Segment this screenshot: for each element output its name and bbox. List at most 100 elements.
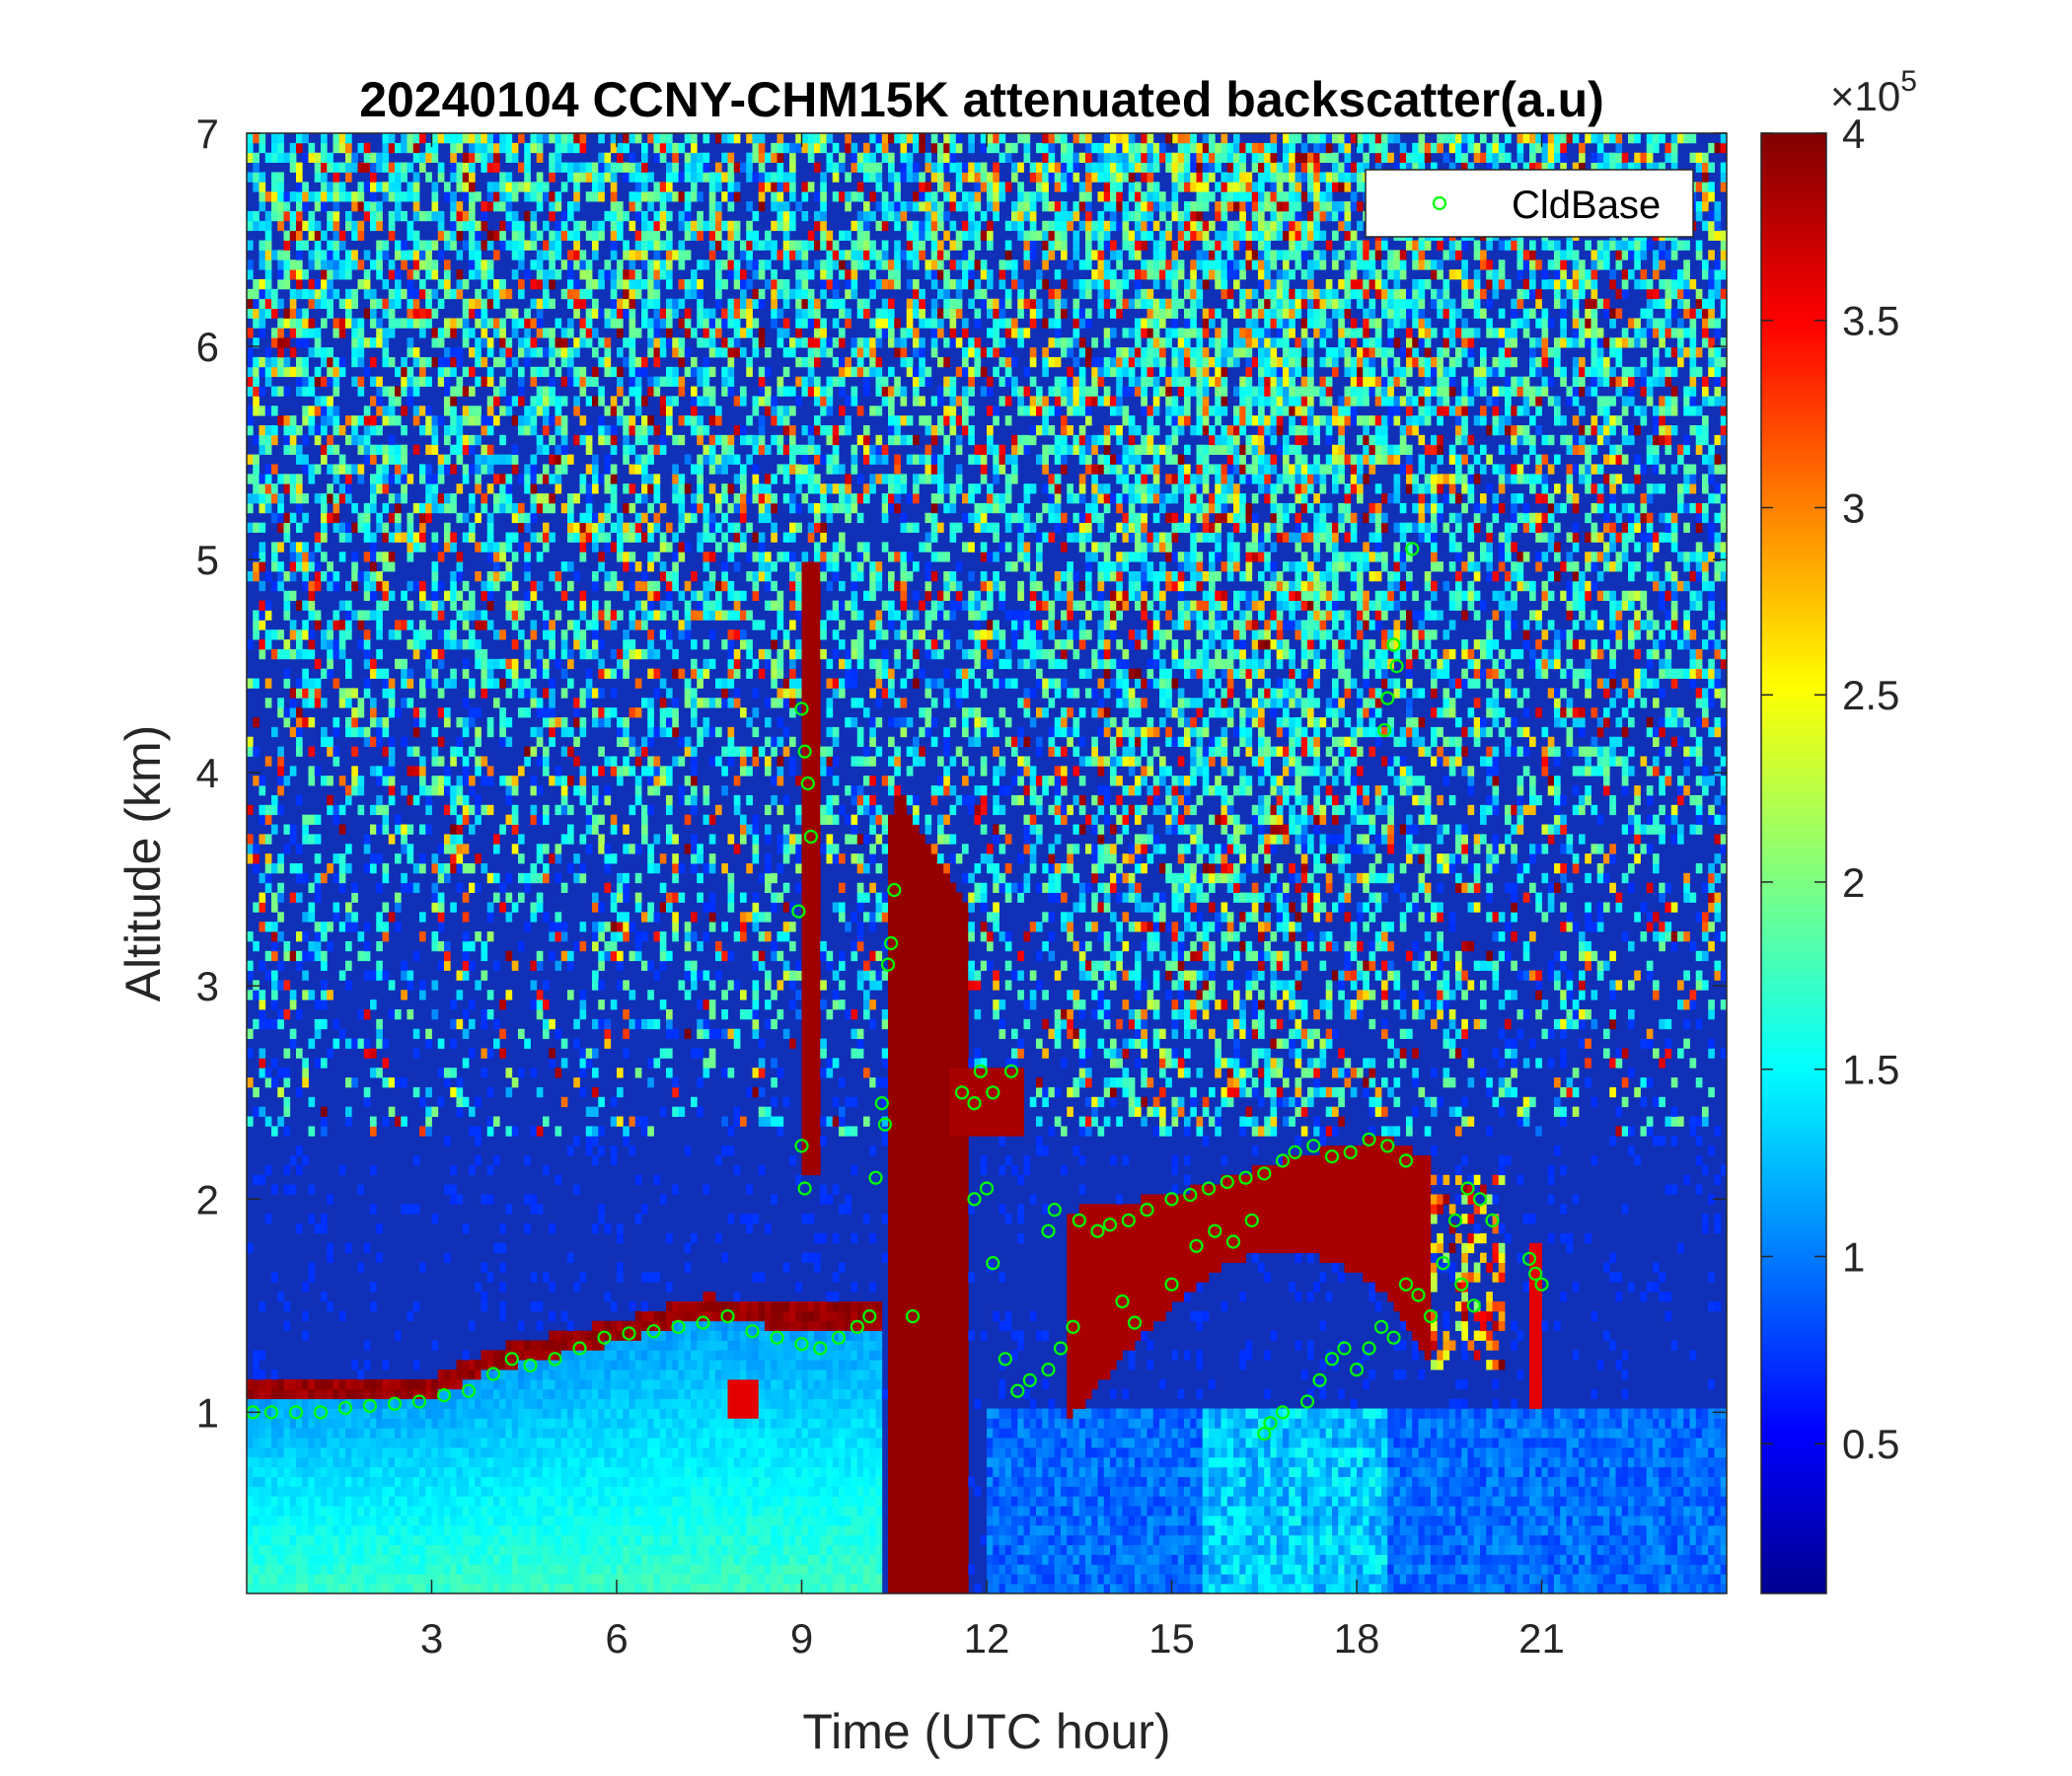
heatmap-cell	[610, 1564, 618, 1575]
heatmap-cell	[419, 250, 426, 260]
heatmap-cell	[327, 639, 333, 650]
heatmap-cell	[271, 288, 278, 300]
heatmap-cell	[511, 804, 519, 816]
heatmap-cell	[573, 1418, 580, 1429]
heatmap-cell	[450, 502, 457, 514]
heatmap-cell	[401, 1388, 407, 1400]
heatmap-cell	[499, 1516, 506, 1526]
heatmap-cell	[407, 1544, 414, 1555]
heatmap-cell	[585, 425, 593, 436]
heatmap-cell	[623, 922, 629, 932]
heatmap-cell	[277, 1428, 284, 1439]
heatmap-cell	[604, 600, 612, 611]
heatmap-cell	[585, 698, 593, 708]
heatmap-cell	[450, 1408, 457, 1419]
heatmap-cell	[431, 561, 439, 572]
heatmap-cell	[431, 648, 439, 660]
heatmap-cell	[499, 1028, 506, 1039]
heatmap-cell	[253, 902, 259, 913]
heatmap-cell	[481, 220, 488, 232]
heatmap-cell	[271, 999, 278, 1010]
heatmap-cell	[289, 1398, 297, 1409]
heatmap-cell	[555, 191, 562, 202]
heatmap-cell	[327, 794, 333, 806]
heatmap-cell	[659, 1106, 667, 1117]
heatmap-cell	[308, 1447, 316, 1458]
heatmap-cell	[419, 1438, 426, 1448]
heatmap-cell	[486, 522, 494, 533]
heatmap-cell	[641, 1369, 648, 1380]
heatmap-cell	[634, 240, 642, 251]
heatmap-cell	[314, 620, 322, 630]
heatmap-cell	[376, 960, 383, 971]
heatmap-cell	[623, 502, 629, 514]
heatmap-cell	[623, 434, 629, 446]
heatmap-cell	[536, 269, 544, 280]
heatmap-cell	[629, 1456, 636, 1468]
heatmap-cell	[653, 1369, 661, 1380]
heatmap-cell	[370, 220, 377, 232]
heatmap-cell	[321, 1466, 328, 1477]
heatmap-cell	[623, 931, 629, 942]
heatmap-cell	[407, 337, 414, 348]
heatmap-cell	[530, 1496, 538, 1507]
heatmap-cell	[456, 454, 464, 465]
heatmap-cell	[598, 834, 605, 845]
heatmap-cell	[505, 172, 513, 183]
heatmap-cell	[370, 483, 377, 494]
heatmap-cell	[370, 337, 377, 348]
heatmap-cell	[499, 240, 506, 251]
heatmap-cell	[518, 396, 525, 407]
heatmap-cell	[363, 1564, 371, 1575]
heatmap-cell	[395, 522, 402, 533]
heatmap-cell	[407, 853, 414, 864]
heatmap-cell	[308, 1506, 316, 1517]
heatmap-cell	[259, 182, 266, 192]
heatmap-cell	[345, 698, 352, 708]
heatmap-cell	[604, 308, 612, 319]
heatmap-cell	[598, 152, 605, 163]
heatmap-cell	[505, 542, 513, 553]
heatmap-cell	[592, 1524, 599, 1536]
heatmap-cell	[277, 571, 284, 582]
heatmap-cell	[382, 600, 390, 611]
heatmap-cell	[259, 620, 266, 630]
heatmap-cell	[530, 1418, 538, 1429]
heatmap-cell	[425, 1116, 432, 1127]
heatmap-cell	[296, 1524, 303, 1536]
heatmap-cell	[486, 1428, 494, 1439]
heatmap-cell	[327, 250, 333, 260]
heatmap-cell	[641, 746, 648, 757]
heatmap-cell	[382, 688, 390, 699]
heatmap-cell	[412, 318, 420, 329]
heatmap-cell	[610, 1146, 618, 1156]
heatmap-cell	[659, 1524, 667, 1536]
heatmap-cell	[333, 1574, 340, 1585]
heatmap-cell	[462, 892, 470, 903]
heatmap-cell	[475, 814, 481, 825]
heatmap-cell	[493, 960, 500, 971]
heatmap-cell	[543, 980, 550, 991]
heatmap-cell	[555, 1574, 562, 1585]
heatmap-cell	[617, 152, 624, 163]
heatmap-cell	[629, 220, 636, 232]
heatmap-cell	[536, 658, 544, 670]
heatmap-cell	[247, 1048, 254, 1059]
heatmap-cell	[560, 804, 568, 816]
heatmap-cell	[333, 1456, 340, 1468]
heatmap-cell	[610, 1096, 618, 1108]
heatmap-cell	[641, 1564, 648, 1575]
heatmap-cell	[493, 1438, 500, 1448]
heatmap-cell	[370, 1204, 377, 1215]
heatmap-cell	[419, 512, 426, 524]
heatmap-cell	[530, 726, 538, 738]
heatmap-cell	[264, 571, 272, 582]
heatmap-cell	[530, 406, 538, 416]
heatmap-cell	[567, 142, 574, 154]
heatmap-cell	[296, 1438, 303, 1448]
heatmap-cell	[388, 794, 396, 806]
heatmap-cell	[370, 1544, 377, 1555]
heatmap-cell	[604, 356, 612, 368]
heatmap-cell	[450, 1038, 457, 1049]
